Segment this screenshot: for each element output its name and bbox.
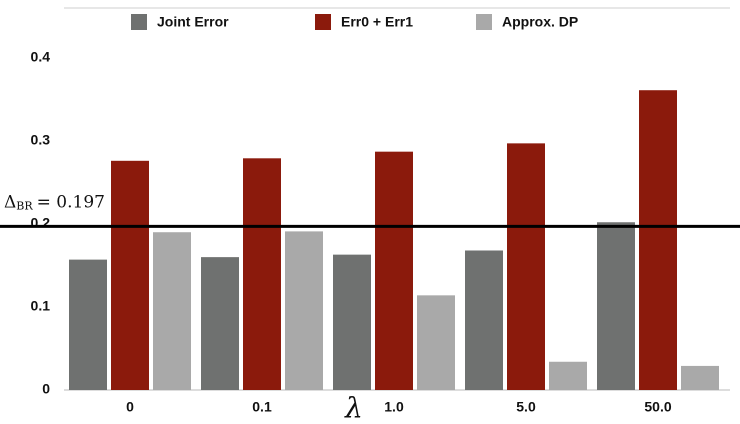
legend-swatch <box>476 14 492 30</box>
bar <box>69 259 107 390</box>
y-tick-label: 0.4 <box>31 49 51 65</box>
bar <box>243 158 281 390</box>
y-tick-label: 0.3 <box>31 132 51 148</box>
bar <box>639 90 677 390</box>
y-tick-label: 0.2 <box>31 215 51 231</box>
legend-label: Err0 + Err1 <box>341 14 413 30</box>
bar <box>285 231 323 390</box>
bar <box>507 143 545 390</box>
bar <box>465 250 503 390</box>
bar <box>417 295 455 390</box>
bar <box>201 257 239 390</box>
y-tick-label: 0 <box>42 381 50 397</box>
x-axis-label: λ <box>344 392 363 424</box>
reference-text: = 0.197 <box>37 192 105 212</box>
legend-label: Joint Error <box>157 14 229 30</box>
bar <box>111 160 149 390</box>
bar <box>375 151 413 390</box>
reference-symbol: Δ <box>4 192 16 212</box>
bar <box>333 254 371 390</box>
x-tick-label: 1.0 <box>384 399 404 415</box>
bar <box>681 365 719 390</box>
x-tick-label: 5.0 <box>516 399 536 415</box>
reference-subscript: BR <box>16 199 33 212</box>
legend-swatch <box>131 14 147 30</box>
x-tick-label: 0.1 <box>252 399 272 415</box>
reference-label: ΔBR = 0.197 <box>4 192 105 213</box>
x-tick-label: 0 <box>126 399 134 415</box>
bar <box>549 361 587 390</box>
bar <box>153 232 191 390</box>
legend-swatch <box>315 14 331 30</box>
x-tick-label: 50.0 <box>644 399 671 415</box>
bar <box>597 222 635 390</box>
y-tick-label: 0.1 <box>31 298 51 314</box>
legend-label: Approx. DP <box>502 14 578 30</box>
